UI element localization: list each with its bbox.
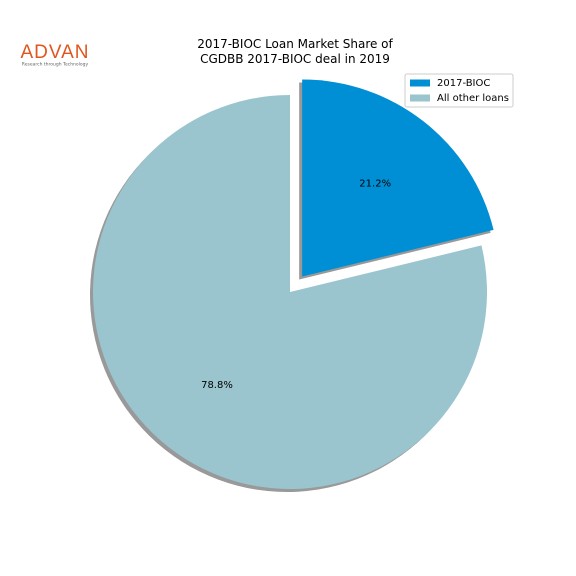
value-label: 78.8% [201, 380, 233, 391]
value-label: 21.2% [359, 179, 391, 190]
legend-swatch [410, 79, 430, 87]
logo-tagline: Research through Technology [22, 62, 89, 68]
legend-label: 2017-BIOC [437, 78, 490, 89]
legend-label: All other loans [437, 93, 509, 104]
pie-slice [93, 95, 487, 490]
pie-slice [302, 79, 494, 277]
chart-title: 2017-BIOC Loan Market Share of CGDBB 2017… [197, 37, 393, 66]
legend: 2017-BIOC All other loans [404, 73, 514, 108]
legend-swatch [410, 94, 430, 102]
logo-name: ADVAN [20, 42, 89, 63]
legend-box [404, 73, 514, 108]
